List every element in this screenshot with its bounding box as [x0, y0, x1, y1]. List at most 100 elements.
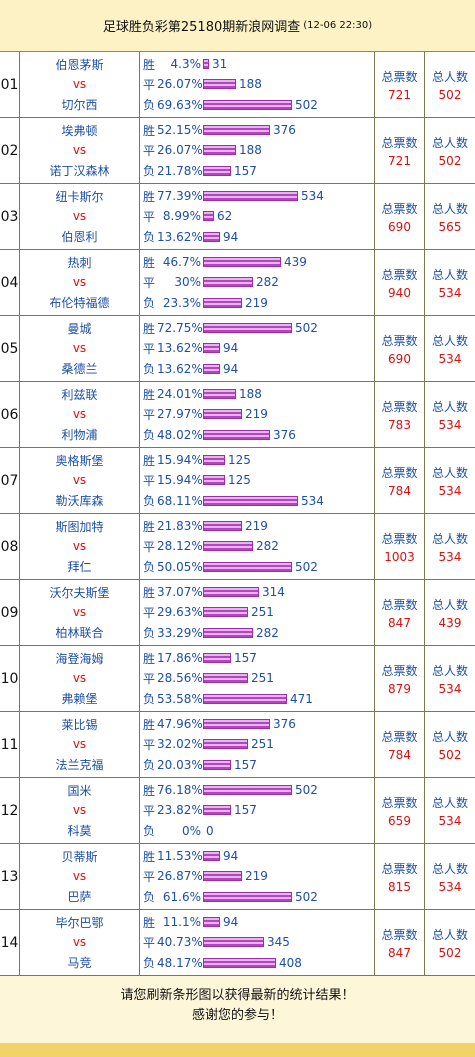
win-label: 胜	[143, 849, 156, 864]
draw-count: 251	[251, 671, 274, 686]
win-bar	[203, 785, 292, 796]
match-number: 08	[0, 514, 19, 579]
thanks-notice: 感谢您的参与！	[191, 1008, 283, 1023]
lose-percent: 61.6%	[162, 889, 201, 904]
draw-stat: 平 13.62% 94	[143, 339, 374, 357]
total-people-label: 总人数	[431, 795, 468, 810]
home-team[interactable]: 利兹联	[61, 388, 98, 403]
home-team[interactable]: 曼城	[67, 322, 92, 337]
win-percent: 46.7%	[162, 255, 201, 270]
draw-percent: 28.12%	[157, 539, 203, 554]
win-label: 胜	[143, 189, 156, 204]
match-teams: 曼城 vs 桑德兰	[19, 316, 140, 381]
away-team[interactable]: 科莫	[67, 823, 92, 838]
match-row: 09 沃尔夫斯堡 vs 柏林联合 胜 37.07% 314 平 29.63% 2…	[0, 580, 475, 646]
match-teams: 奥格斯堡 vs 勒沃库森	[19, 448, 140, 513]
draw-stat: 平 28.56% 251	[143, 669, 374, 687]
away-team[interactable]: 拜仁	[67, 559, 92, 574]
win-bar	[203, 257, 281, 268]
home-team[interactable]: 热刺	[67, 256, 92, 271]
lose-bar	[203, 627, 253, 638]
lose-count: 502	[295, 559, 318, 574]
win-count: 376	[273, 717, 296, 732]
match-teams: 纽卡斯尔 vs 伯恩利	[19, 184, 140, 249]
win-count: 157	[234, 651, 257, 666]
away-team[interactable]: 勒沃库森	[55, 493, 104, 508]
lose-count: 157	[234, 757, 257, 772]
total-people: 总人数 534	[425, 316, 475, 381]
lose-percent: 21.78%	[157, 163, 203, 178]
away-team[interactable]: 切尔西	[61, 97, 98, 112]
away-team[interactable]: 马竞	[67, 955, 92, 970]
match-row: 02 埃弗顿 vs 诺丁汉森林 胜 52.15% 376 平 26.07% 18…	[0, 118, 475, 184]
win-percent: 11.1%	[162, 915, 201, 930]
away-team[interactable]: 布伦特福德	[49, 295, 110, 310]
home-team[interactable]: 沃尔夫斯堡	[49, 586, 110, 601]
lose-stat: 负 50.05% 502	[143, 558, 374, 576]
home-team[interactable]: 纽卡斯尔	[55, 190, 104, 205]
total-people-label: 总人数	[431, 861, 468, 876]
total-votes-label: 总票数	[381, 333, 418, 348]
away-team[interactable]: 利物浦	[61, 427, 98, 442]
total-people-value: 534	[438, 285, 462, 300]
home-team[interactable]: 埃弗顿	[61, 124, 98, 139]
match-teams: 热刺 vs 布伦特福德	[19, 250, 140, 315]
away-team[interactable]: 伯恩利	[61, 229, 98, 244]
draw-count: 188	[239, 143, 262, 158]
home-team[interactable]: 海登海姆	[55, 652, 104, 667]
vote-stats: 胜 11.53% 94 平 26.87% 219 负 61.6% 502	[140, 844, 375, 909]
lose-label: 负	[143, 824, 156, 839]
away-team[interactable]: 弗赖堡	[61, 691, 98, 706]
total-votes-label: 总票数	[381, 729, 418, 744]
total-votes-label: 总票数	[381, 861, 418, 876]
vote-stats: 胜 52.15% 376 平 26.07% 188 负 21.78% 157	[140, 118, 375, 183]
win-percent: 77.39%	[157, 189, 203, 204]
total-votes-value: 721	[388, 153, 411, 168]
home-team[interactable]: 奥格斯堡	[55, 454, 104, 469]
total-people-label: 总人数	[431, 597, 468, 612]
total-votes: 总票数 847	[375, 910, 425, 975]
vs-label: vs	[72, 143, 87, 158]
win-stat: 胜 76.18% 502	[143, 781, 374, 799]
win-bar	[203, 851, 220, 862]
total-people-label: 总人数	[431, 201, 468, 216]
draw-stat: 平 8.99% 62	[143, 207, 374, 225]
away-team[interactable]: 巴萨	[67, 889, 92, 904]
total-people-label: 总人数	[431, 333, 468, 348]
home-team[interactable]: 毕尔巴鄂	[55, 916, 104, 931]
match-row: 04 热刺 vs 布伦特福德 胜 46.7% 439 平 30% 282	[0, 250, 475, 316]
lose-percent: 0%	[181, 823, 201, 838]
home-team[interactable]: 伯恩茅斯	[55, 58, 104, 73]
bottom-strip	[0, 1043, 475, 1057]
win-label: 胜	[143, 651, 156, 666]
total-votes-label: 总票数	[381, 531, 418, 546]
total-votes-value: 847	[388, 945, 411, 960]
away-team[interactable]: 法兰克福	[55, 757, 104, 772]
win-stat: 胜 77.39% 534	[143, 187, 374, 205]
draw-label: 平	[143, 209, 156, 224]
away-team[interactable]: 柏林联合	[55, 625, 104, 640]
home-team[interactable]: 国米	[67, 784, 92, 799]
lose-bar	[203, 891, 292, 902]
win-count: 125	[228, 453, 251, 468]
win-count: 502	[295, 321, 318, 336]
draw-label: 平	[143, 803, 156, 818]
away-team[interactable]: 桑德兰	[61, 361, 98, 376]
win-percent: 4.3%	[170, 57, 202, 72]
away-team[interactable]: 诺丁汉森林	[49, 163, 110, 178]
home-team[interactable]: 贝蒂斯	[61, 850, 98, 865]
win-count: 94	[223, 849, 239, 864]
total-votes: 总票数 940	[375, 250, 425, 315]
win-label: 胜	[143, 57, 156, 72]
draw-label: 平	[143, 539, 156, 554]
draw-stat: 平 26.07% 188	[143, 75, 374, 93]
home-team[interactable]: 斯图加特	[55, 520, 104, 535]
win-bar	[203, 323, 292, 334]
total-votes: 总票数 784	[375, 712, 425, 777]
vs-label: vs	[72, 737, 87, 752]
total-votes-label: 总票数	[381, 135, 418, 150]
lose-count: 502	[295, 97, 318, 112]
draw-count: 219	[245, 407, 268, 422]
match-row: 12 国米 vs 科莫 胜 76.18% 502 平 23.82% 157	[0, 778, 475, 844]
home-team[interactable]: 莱比锡	[61, 718, 98, 733]
